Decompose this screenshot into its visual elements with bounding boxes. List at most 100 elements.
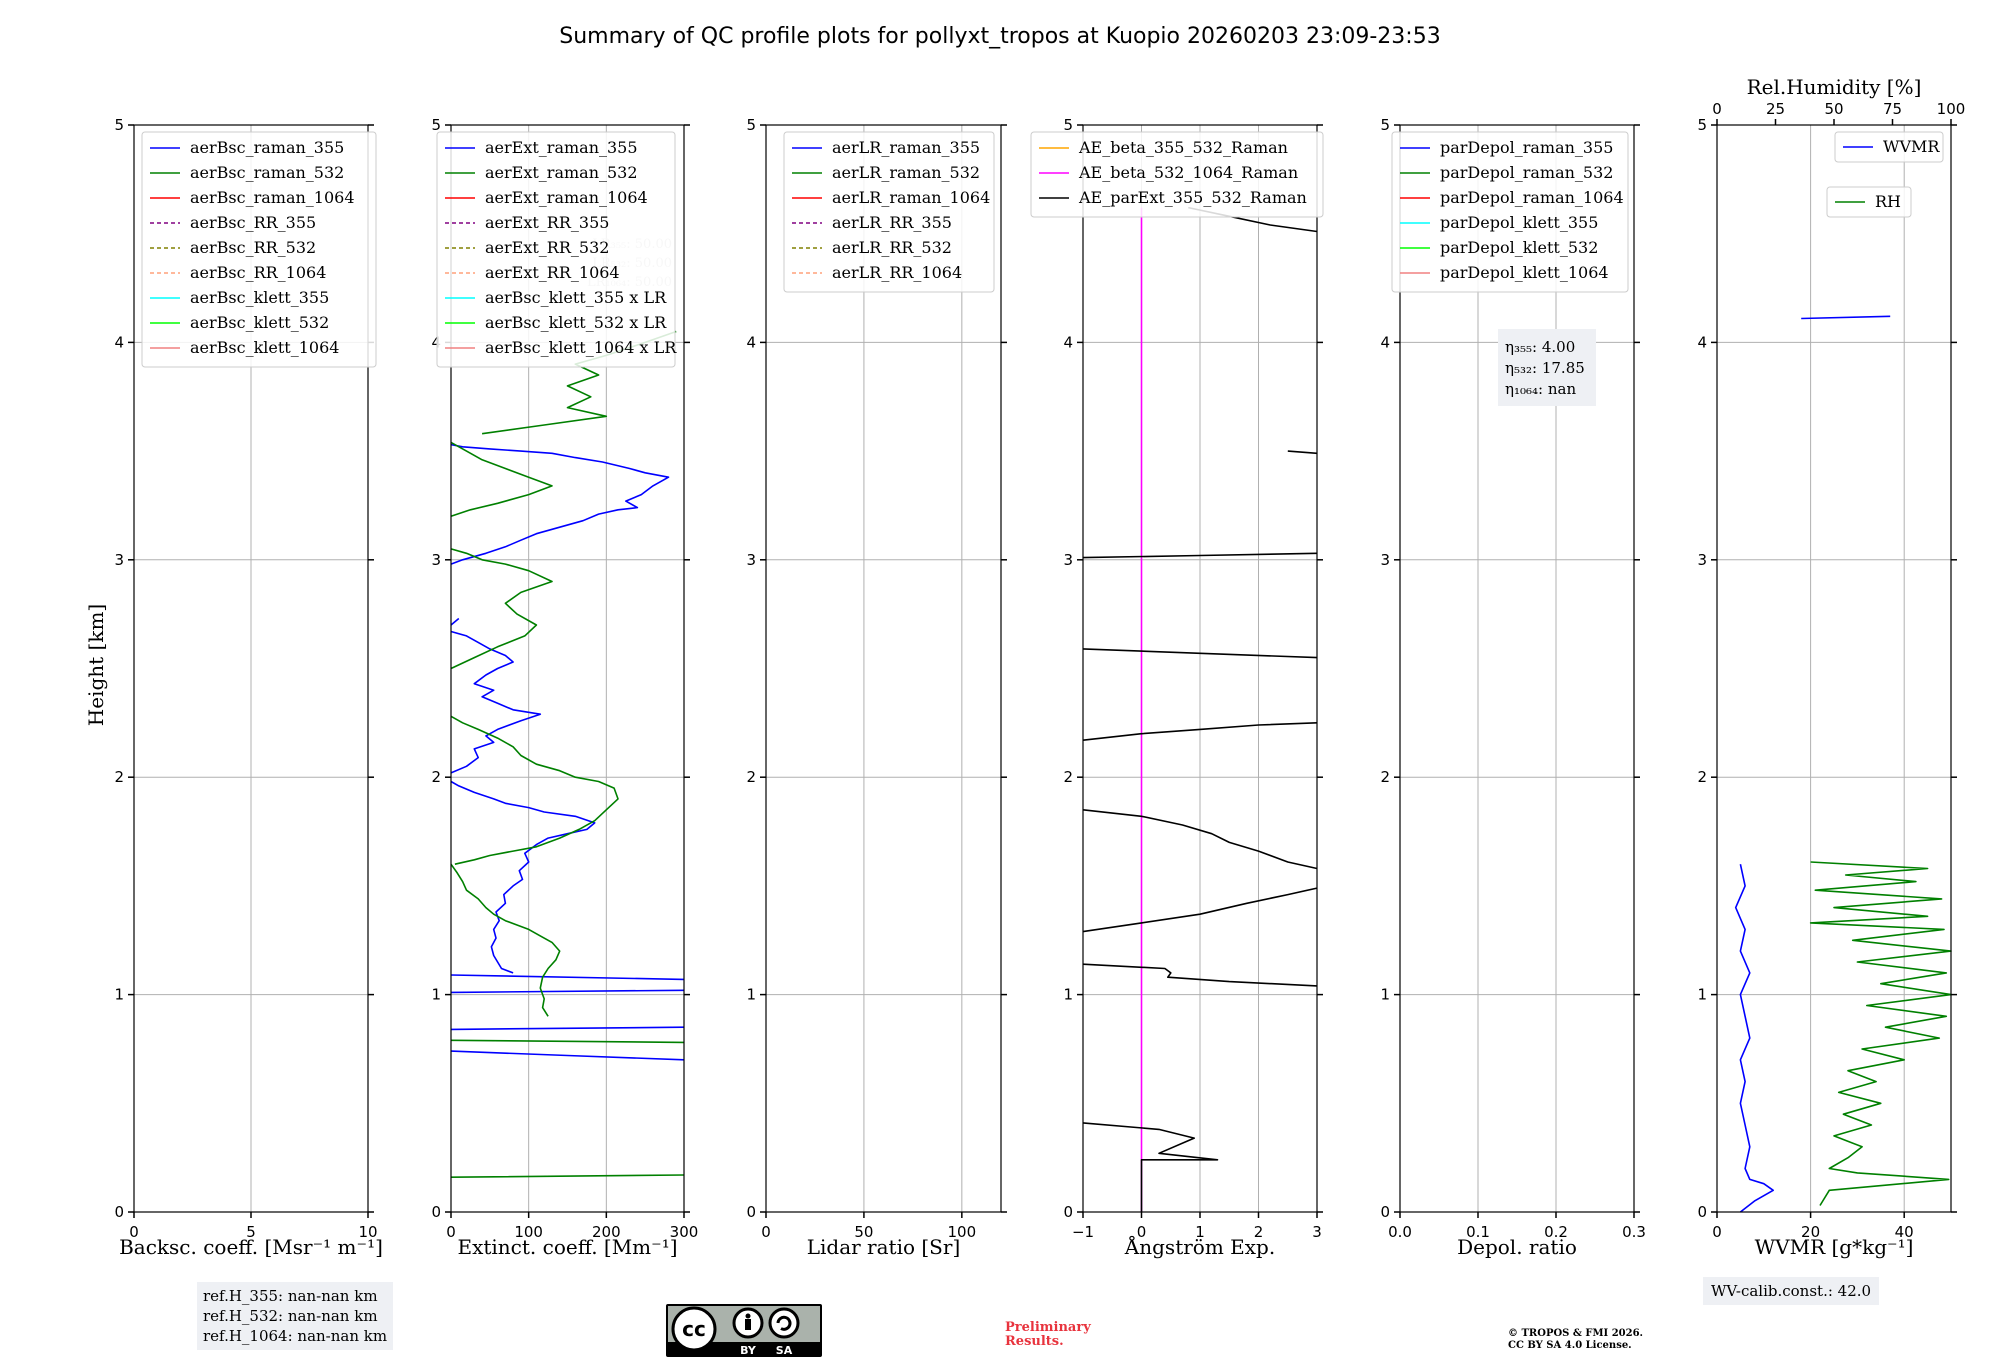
- y-tick-label: 0: [431, 1203, 441, 1221]
- y-tick-label: 4: [114, 333, 124, 351]
- eta-value: η₁₀₆₄: nan: [1505, 380, 1576, 398]
- legend-label: parDepol_raman_532: [1440, 163, 1613, 182]
- x-axis-label: Extinct. coeff. [Mm⁻¹]: [457, 1235, 677, 1259]
- y-tick-label: 3: [1380, 551, 1390, 569]
- y-tick-label: 4: [1063, 333, 1073, 351]
- legend-label: aerLR_raman_1064: [832, 188, 990, 207]
- y-tick-label: 4: [1380, 333, 1390, 351]
- x-axis-label: Ångström Exp.: [1124, 1234, 1275, 1259]
- x2-tick-label: 50: [1824, 100, 1843, 118]
- x-tick-label: 40: [1895, 1223, 1914, 1241]
- x-tick-label: 3: [1312, 1223, 1322, 1241]
- panel-wv: 0 20 40 0 1 2 3 4 5 WVMR [g*kg⁻¹] 0 25 50 75 100 Rel.Hu…: [1697, 75, 1965, 1259]
- y-tick-label: 2: [1063, 768, 1073, 786]
- y-tick-label: 1: [746, 986, 756, 1004]
- y-tick-label: 1: [1380, 986, 1390, 1004]
- legend-label: aerBsc_RR_355: [190, 213, 316, 232]
- x-tick-label: 300: [670, 1223, 699, 1241]
- x-tick-label: 1: [1195, 1223, 1205, 1241]
- legend-box: [1030, 131, 1324, 218]
- y-tick-label: 0: [1697, 1203, 1707, 1221]
- y-tick-label: 4: [746, 333, 756, 351]
- y-tick-label: 5: [114, 116, 124, 134]
- legend-label: parDepol_klett_355: [1440, 213, 1598, 232]
- legend-label: aerBsc_klett_355: [190, 288, 329, 307]
- y-tick-label: 3: [1063, 551, 1073, 569]
- x-axis-label: Backsc. coeff. [Msr⁻¹ m⁻¹]: [119, 1235, 383, 1259]
- svg-text:BY: BY: [740, 1344, 757, 1357]
- x-tick-label: 0.2: [1544, 1223, 1568, 1241]
- legend-label: aerBsc_klett_1064 x LR: [485, 338, 677, 357]
- series-line-aerExt_raman_355: [450, 443, 685, 1061]
- series-line-RH: [1809, 861, 1952, 1206]
- eta-value: η₃₅₅: 4.00: [1505, 338, 1575, 356]
- y-tick-label: 5: [1697, 116, 1707, 134]
- panel-ae: −1 0 1 2 3 0 1 2 3 4 5 Ångström Exp. AE_beta_355_532…: [1030, 116, 1324, 1259]
- y-tick-label: 2: [1380, 768, 1390, 786]
- ref-height-355: ref.H_355: nan-nan km: [203, 1287, 378, 1305]
- legend-label: parDepol_klett_532: [1440, 238, 1598, 257]
- legend-label: aerBsc_klett_532: [190, 313, 329, 332]
- y-tick-label: 3: [114, 551, 124, 569]
- y-tick-label: 0: [1063, 1203, 1073, 1221]
- preliminary-results-note: Preliminary Results.: [1005, 1320, 1091, 1349]
- y-tick-label: 2: [114, 768, 124, 786]
- x-tick-label: 200: [592, 1223, 621, 1241]
- x-tick-label: 100: [948, 1223, 977, 1241]
- legend-label: parDepol_klett_1064: [1440, 263, 1609, 282]
- x-tick-label: 0: [1137, 1223, 1147, 1241]
- x-tick-label: 0: [129, 1223, 139, 1241]
- y-tick-label: 2: [1697, 768, 1707, 786]
- y-tick-label: 1: [431, 986, 441, 1004]
- reference-height-box: ref.H_355: nan-nan km ref.H_532: nan-nan…: [197, 1282, 394, 1350]
- x-tick-label: 0.0: [1388, 1223, 1412, 1241]
- ref-height-1064: ref.H_1064: nan-nan km: [203, 1327, 388, 1345]
- x-tick-label: 2: [1254, 1223, 1264, 1241]
- legend-box: [141, 131, 377, 368]
- legend-label: WVMR: [1883, 137, 1940, 156]
- x-axis-label: Lidar ratio [Sr]: [807, 1235, 961, 1259]
- y-tick-label: 1: [1063, 986, 1073, 1004]
- axes-frame: [1399, 124, 1635, 1213]
- figure-title: Summary of QC profile plots for pollyxt_…: [559, 24, 1440, 49]
- panel-depol: 0.0 0.1 0.2 0.3 0 1 2 3 4 5 Depol. ratio parDepol_r…: [1380, 116, 1645, 1259]
- y-tick-label: 2: [431, 768, 441, 786]
- legend-label: aerBsc_raman_1064: [190, 188, 355, 207]
- legend-box: [1391, 131, 1629, 293]
- svg-text:SA: SA: [776, 1344, 793, 1357]
- legend-label: parDepol_raman_1064: [1440, 188, 1624, 207]
- legend-label: aerExt_raman_1064: [485, 188, 648, 207]
- x-tick-label: 0: [761, 1223, 771, 1241]
- cc-by-sa-license-logo: cc BY SA: [666, 1304, 822, 1357]
- panel-lr: 0 50 100 0 1 2 3 4 5 Lidar ratio [Sr] aerLR_raman_…: [746, 116, 1007, 1259]
- legend-label: aerExt_RR_355: [485, 213, 609, 232]
- legend-label: aerLR_RR_1064: [832, 263, 962, 282]
- legend-label: aerExt_raman_532: [485, 163, 638, 182]
- legend-label: aerExt_RR_532: [485, 238, 609, 257]
- axes-frame: [1716, 124, 1952, 1213]
- x2-tick-label: 100: [1937, 100, 1966, 118]
- x-tick-label: 0: [1712, 1223, 1722, 1241]
- legend-label: aerBsc_RR_532: [190, 238, 316, 257]
- legend-box: [1834, 131, 1944, 163]
- y-tick-label: 3: [1697, 551, 1707, 569]
- y-tick-label: 1: [114, 986, 124, 1004]
- legend-label: aerBsc_raman_532: [190, 163, 344, 182]
- x-tick-label: 5: [246, 1223, 256, 1241]
- svg-text:cc: cc: [682, 1317, 706, 1341]
- x2-tick-label: 25: [1766, 100, 1785, 118]
- wv-calibration-constant: WV-calib.const.: 42.0: [1711, 1282, 1872, 1300]
- x2-tick-label: 0: [1712, 100, 1722, 118]
- x2-axis-label: Rel.Humidity [%]: [1747, 75, 1922, 99]
- y-tick-label: 5: [1063, 116, 1073, 134]
- x-axis-label: WVMR [g*kg⁻¹]: [1755, 1235, 1914, 1259]
- axes-frame: [450, 124, 685, 1213]
- legend-box: [436, 131, 676, 368]
- x-tick-label: 50: [854, 1223, 873, 1241]
- legend-label: RH: [1875, 192, 1901, 211]
- legend-label: aerBsc_klett_1064: [190, 338, 339, 357]
- legend-label: aerBsc_klett_355 x LR: [485, 288, 667, 307]
- x-tick-label: 0.3: [1622, 1223, 1646, 1241]
